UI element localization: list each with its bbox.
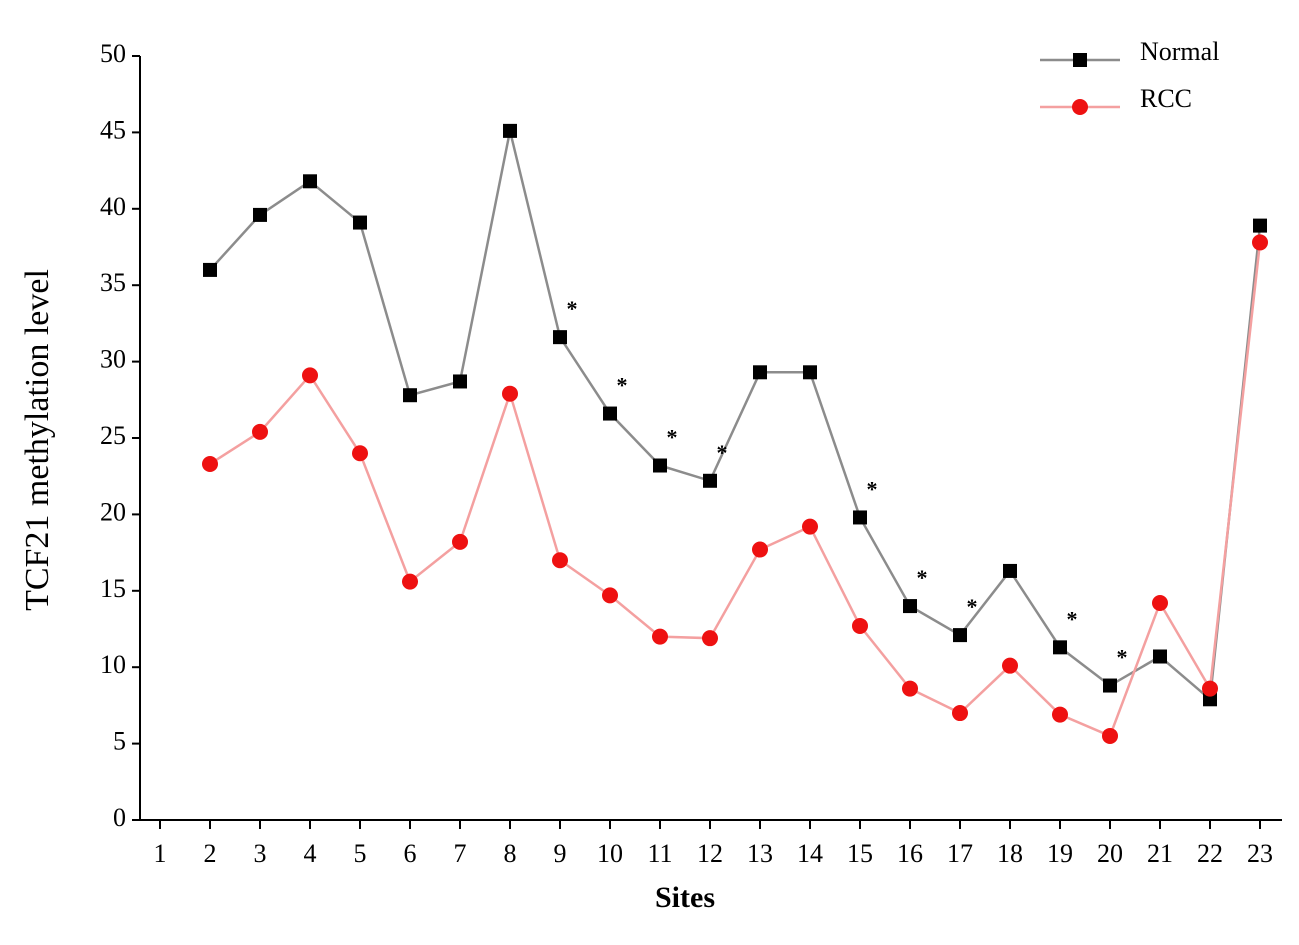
x-tick-label: 10 [597, 839, 623, 868]
x-tick-label: 5 [354, 839, 367, 868]
y-tick-label: 50 [100, 39, 126, 68]
data-point [402, 573, 418, 590]
data-point [753, 365, 767, 380]
data-point [953, 628, 967, 643]
x-tick-label: 13 [747, 839, 773, 868]
data-point [553, 330, 567, 345]
legend-marker [1073, 53, 1087, 67]
data-point [902, 680, 918, 697]
data-point [1052, 706, 1068, 723]
x-tick-label: 22 [1197, 839, 1223, 868]
y-tick-label: 30 [100, 345, 126, 374]
data-point [602, 587, 618, 604]
data-point [203, 262, 217, 277]
data-point [603, 406, 617, 421]
annotation: * [867, 477, 878, 502]
data-point [702, 630, 718, 647]
annotation: * [1067, 606, 1078, 631]
annotation: * [967, 594, 978, 619]
y-tick-label: 20 [100, 497, 126, 526]
annotation: * [667, 425, 678, 450]
data-point [952, 705, 968, 722]
x-tick-label: 17 [947, 839, 973, 868]
y-tick-label: 40 [100, 192, 126, 221]
data-point [1152, 595, 1168, 612]
data-point [1102, 727, 1118, 744]
x-tick-label: 4 [304, 839, 317, 868]
data-point [1253, 218, 1267, 233]
series-line [209, 242, 1262, 738]
data-point [1202, 680, 1218, 697]
data-point [1003, 563, 1017, 578]
data-point [802, 518, 818, 535]
y-tick-label: 10 [100, 650, 126, 679]
x-tick-label: 6 [404, 839, 417, 868]
x-tick-label: 12 [697, 839, 723, 868]
data-point [502, 385, 518, 402]
y-tick-label: 0 [113, 803, 126, 832]
data-point [353, 215, 367, 230]
data-point [803, 365, 817, 380]
x-tick-label: 1 [154, 839, 167, 868]
data-point [452, 533, 468, 550]
annotation: * [717, 440, 728, 465]
data-point [703, 473, 717, 488]
legend-label: RCC [1140, 84, 1192, 113]
data-point [903, 599, 917, 614]
y-tick-label: 45 [100, 115, 126, 144]
annotation: * [1117, 645, 1128, 670]
x-tick-label: 2 [204, 839, 217, 868]
annotation: * [567, 296, 578, 321]
data-point [302, 367, 318, 384]
x-tick-label: 3 [254, 839, 267, 868]
data-point [453, 374, 467, 389]
data-point [253, 207, 267, 222]
x-tick-label: 7 [454, 839, 467, 868]
data-point [752, 541, 768, 558]
data-point [1203, 692, 1217, 707]
data-point [853, 510, 867, 525]
x-axis-label: Sites [655, 881, 715, 914]
x-tick-label: 23 [1247, 839, 1273, 868]
x-tick-label: 21 [1147, 839, 1173, 868]
data-point [1103, 678, 1117, 693]
x-tick-label: 9 [554, 839, 567, 868]
annotation: * [917, 565, 928, 590]
annotation: * [617, 373, 628, 398]
x-tick-label: 18 [997, 839, 1023, 868]
x-tick-label: 11 [647, 839, 672, 868]
data-point [852, 617, 868, 634]
data-point [552, 552, 568, 569]
data-point [352, 445, 368, 462]
x-tick-label: 19 [1047, 839, 1073, 868]
y-tick-label: 5 [113, 727, 126, 756]
data-point [403, 388, 417, 403]
data-point [303, 174, 317, 189]
data-point [503, 123, 517, 138]
x-tick-label: 8 [504, 839, 517, 868]
y-axis-label: TCF21 methylation level [19, 269, 56, 611]
x-tick-label: 15 [847, 839, 873, 868]
data-point [1252, 234, 1268, 251]
x-tick-label: 16 [897, 839, 923, 868]
data-point [653, 458, 667, 473]
x-tick-label: 14 [797, 839, 823, 868]
data-point [652, 628, 668, 645]
data-point [202, 455, 218, 472]
legend-label: Normal [1140, 37, 1219, 66]
y-tick-label: 25 [100, 421, 126, 450]
y-tick-label: 15 [100, 574, 126, 603]
data-point [1153, 649, 1167, 664]
data-point [1053, 640, 1067, 655]
data-point [1002, 657, 1018, 674]
series-line [209, 130, 1262, 702]
legend-marker [1072, 99, 1088, 115]
x-tick-label: 20 [1097, 839, 1123, 868]
y-tick-label: 35 [100, 268, 126, 297]
data-point [252, 423, 268, 440]
